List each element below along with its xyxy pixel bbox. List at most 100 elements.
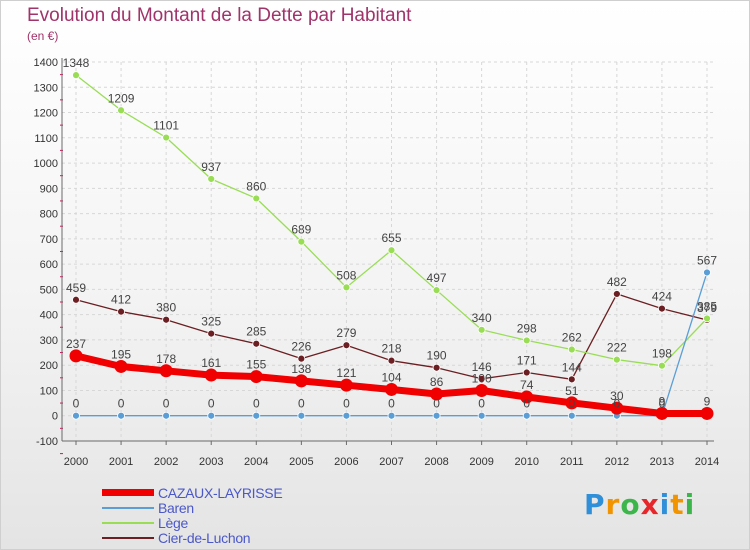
data-label-baren: 0: [73, 397, 80, 411]
data-label-cazaux-layrisse: 9: [704, 394, 711, 408]
data-point-l-ge: [522, 336, 531, 345]
x-tick-label: 2007: [379, 456, 403, 468]
data-label-l-ge: 508: [336, 268, 356, 282]
data-point-cazaux-layrisse: [430, 387, 444, 401]
data-point-baren: [567, 411, 576, 420]
legend-swatch-baren: [102, 506, 154, 509]
data-label-baren: 0: [523, 397, 530, 411]
legend-label-cazaux-layrisse: CAZAUX-LAYRISSE: [158, 484, 283, 501]
data-label-cazaux-layrisse: 104: [381, 370, 401, 384]
data-label-cier-de-luchon: 226: [291, 340, 311, 354]
data-label-l-ge: 340: [472, 311, 492, 325]
data-label-cazaux-layrisse: 195: [111, 347, 131, 361]
data-label-cier-de-luchon: 218: [381, 342, 401, 356]
data-label-l-ge: 937: [201, 160, 221, 174]
y-tick-label: 1000: [34, 158, 58, 170]
x-tick-label: 2014: [695, 456, 719, 468]
logo-letter: i: [659, 488, 671, 521]
data-label-baren: 0: [208, 397, 215, 411]
data-label-cier-de-luchon: 190: [427, 349, 447, 363]
data-point-cier-de-luchon: [117, 307, 125, 316]
data-label-cazaux-layrisse: 9: [659, 394, 666, 408]
logo-letter: P: [584, 488, 606, 521]
x-tick-label: 2011: [560, 456, 584, 468]
y-tick-label: 900: [40, 183, 58, 195]
data-label-l-ge: 655: [381, 231, 401, 245]
data-point-l-ge: [117, 106, 125, 115]
x-tick-label: 2000: [64, 456, 88, 468]
data-point-cazaux-layrisse: [249, 370, 263, 384]
data-point-cier-de-luchon: [658, 304, 666, 313]
y-tick-label: 600: [40, 259, 58, 271]
data-label-cazaux-layrisse: 237: [66, 337, 86, 351]
data-label-cazaux-layrisse: 86: [430, 375, 444, 389]
y-tick-label: 400: [40, 310, 58, 322]
data-label-cier-de-luchon: 412: [111, 293, 131, 307]
y-tick-label: 700: [40, 234, 58, 246]
y-tick-label: -100: [36, 436, 58, 448]
data-point-baren: [432, 411, 441, 420]
data-point-cier-de-luchon: [432, 363, 441, 372]
x-tick-label: 2013: [650, 456, 674, 468]
data-label-cier-de-luchon: 144: [562, 360, 582, 374]
y-tick-label: 1200: [34, 108, 58, 120]
data-point-cazaux-layrisse: [565, 396, 579, 410]
data-label-cazaux-layrisse: 161: [201, 356, 221, 370]
data-point-l-ge: [252, 194, 261, 203]
data-point-cier-de-luchon: [207, 329, 216, 338]
data-point-l-ge: [162, 133, 171, 142]
data-label-cier-de-luchon: 459: [66, 281, 86, 295]
data-label-cier-de-luchon: 171: [517, 354, 537, 368]
data-label-l-ge: 497: [427, 271, 447, 285]
data-point-l-ge: [567, 345, 576, 354]
data-point-l-ge: [387, 246, 396, 255]
logo-letter: o: [620, 488, 641, 521]
data-point-l-ge: [658, 361, 666, 370]
y-tick-label: 100: [40, 385, 58, 397]
x-tick-label: 2002: [154, 456, 178, 468]
data-label-l-ge: 860: [246, 179, 266, 193]
data-point-l-ge: [703, 314, 711, 323]
legend-swatch-cier-de-luchon: [102, 536, 154, 539]
data-point-cazaux-layrisse: [520, 390, 534, 404]
data-point-baren: [252, 411, 261, 420]
legend-label-baren: Baren: [158, 499, 194, 516]
logo-letter: i: [684, 488, 696, 521]
data-label-cier-de-luchon: 380: [156, 301, 176, 315]
x-tick-label: 2004: [244, 456, 268, 468]
data-point-cier-de-luchon: [522, 368, 531, 377]
data-label-baren: 0: [614, 397, 621, 411]
data-point-baren: [117, 411, 125, 420]
y-tick-label: 800: [40, 209, 58, 221]
y-tick-label: 500: [40, 284, 58, 296]
chart-title: Evolution du Montant de la Dette par Hab…: [27, 5, 412, 26]
data-label-baren: 0: [298, 397, 305, 411]
data-label-l-ge: 1209: [108, 91, 135, 105]
data-point-cier-de-luchon: [477, 374, 486, 383]
data-point-baren: [477, 411, 486, 420]
data-label-cazaux-layrisse: 155: [246, 358, 266, 372]
data-label-baren: 0: [568, 397, 575, 411]
y-tick-label: 200: [40, 360, 58, 372]
data-point-l-ge: [612, 355, 621, 364]
data-label-cier-de-luchon: 424: [652, 290, 672, 304]
data-point-cazaux-layrisse: [475, 383, 489, 397]
legend-label-lege: Lège: [158, 514, 188, 531]
y-tick-label: 1100: [34, 133, 58, 145]
data-label-cazaux-layrisse: 138: [291, 362, 311, 376]
logo-letter: r: [605, 488, 621, 521]
data-point-cier-de-luchon: [72, 295, 80, 304]
data-label-baren: 0: [253, 397, 260, 411]
x-tick-label: 2001: [109, 456, 133, 468]
data-point-baren: [342, 411, 351, 420]
x-tick-label: 2005: [289, 456, 313, 468]
data-point-baren: [297, 411, 306, 420]
data-point-l-ge: [72, 71, 80, 80]
data-point-baren: [387, 411, 396, 420]
logo-letter: x: [640, 488, 660, 521]
data-label-cier-de-luchon: 285: [246, 325, 266, 339]
data-label-baren: 0: [478, 397, 485, 411]
data-point-baren: [522, 411, 531, 420]
data-label-cazaux-layrisse: 74: [520, 378, 534, 392]
